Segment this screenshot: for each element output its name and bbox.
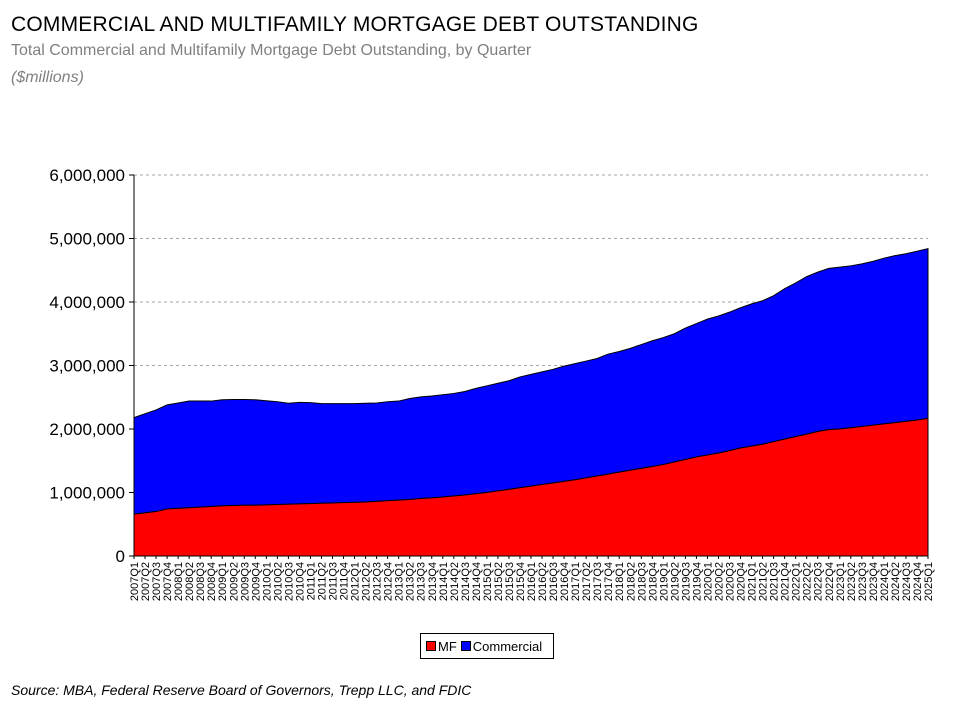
x-tick-label: 2012Q4 — [383, 562, 395, 601]
x-tick-label: 2014Q3 — [460, 562, 472, 601]
x-tick-label: 2023Q2 — [846, 562, 858, 601]
x-tick-label: 2017Q4 — [603, 562, 615, 601]
legend-label-commercial: Commercial — [472, 638, 543, 654]
x-tick-label: 2018Q4 — [647, 562, 659, 601]
x-tick-label: 2012Q3 — [372, 562, 384, 601]
x-tick-label: 2009Q4 — [250, 562, 262, 601]
x-tick-label: 2021Q1 — [747, 562, 759, 601]
legend-swatch-mf — [426, 641, 436, 651]
x-tick-label: 2008Q1 — [173, 562, 185, 601]
x-tick-label: 2016Q1 — [526, 562, 538, 601]
x-tick-label: 2022Q3 — [813, 562, 825, 601]
chart-units: ($millions) — [11, 69, 84, 86]
x-tick-label: 2015Q3 — [504, 562, 516, 601]
x-tick-label: 2010Q1 — [261, 562, 273, 601]
x-tick-label: 2018Q3 — [636, 562, 648, 601]
x-tick-label: 2016Q4 — [559, 562, 571, 601]
x-tick-label: 2007Q1 — [129, 562, 141, 601]
series-area-mf — [133, 417, 929, 557]
x-tick-label: 2010Q4 — [294, 562, 306, 601]
x-tick-label: 2013Q2 — [405, 562, 417, 601]
x-tick-label: 2021Q3 — [769, 562, 781, 601]
x-tick-label: 2015Q2 — [493, 562, 505, 601]
x-tick-label: 2018Q2 — [625, 562, 637, 601]
source-note: Source: MBA, Federal Reserve Board of Go… — [11, 682, 472, 698]
x-tick-label: 2020Q2 — [713, 562, 725, 601]
x-tick-label: 2023Q4 — [868, 562, 880, 601]
y-tick-label: 5,000,000 — [49, 230, 125, 249]
y-tick-label: 2,000,000 — [49, 420, 125, 439]
chart-legend: MF Commercial — [420, 633, 554, 659]
chart-subtitle: Total Commercial and Multifamily Mortgag… — [11, 42, 532, 59]
y-tick-label: 6,000,000 — [49, 166, 125, 185]
x-tick-label: 2018Q1 — [614, 562, 626, 601]
x-tick-label: 2022Q2 — [802, 562, 814, 601]
x-tick-label: 2010Q3 — [283, 562, 295, 601]
x-tick-label: 2022Q1 — [791, 562, 803, 601]
x-tick-label: 2014Q2 — [449, 562, 461, 601]
x-tick-label: 2011Q1 — [305, 562, 317, 600]
legend-swatch-commercial — [460, 641, 471, 651]
x-tick-label: 2022Q4 — [824, 562, 836, 601]
x-tick-label: 2016Q2 — [537, 562, 549, 601]
x-tick-label: 2020Q3 — [725, 562, 737, 601]
x-tick-label: 2016Q3 — [548, 562, 560, 601]
x-tick-label: 2014Q4 — [471, 562, 483, 601]
x-tick-label: 2024Q2 — [890, 562, 902, 601]
y-tick-label: 1,000,000 — [49, 484, 125, 503]
x-tick-label: 2024Q1 — [879, 562, 891, 601]
y-tick-label: 3,000,000 — [49, 357, 125, 376]
x-tick-label: 2009Q1 — [217, 562, 229, 601]
x-tick-label: 2008Q3 — [195, 562, 207, 601]
x-tick-label: 2023Q1 — [835, 562, 847, 601]
x-tick-label: 2017Q1 — [570, 562, 582, 601]
x-tick-label: 2021Q2 — [758, 562, 770, 601]
x-tick-label: 2011Q2 — [316, 562, 328, 600]
x-tick-label: 2024Q3 — [901, 562, 913, 601]
x-tick-label: 2025Q1 — [923, 562, 935, 601]
x-tick-label: 2008Q2 — [184, 562, 196, 601]
legend-item-mf: MF — [426, 639, 457, 654]
x-tick-label: 2019Q1 — [658, 562, 670, 601]
x-tick-label: 2008Q4 — [206, 562, 218, 601]
legend-label-mf: MF — [438, 638, 457, 654]
x-tick-label: 2015Q1 — [482, 562, 494, 601]
x-tick-label: 2023Q3 — [857, 562, 869, 601]
x-tick-label: 2019Q2 — [669, 562, 681, 601]
x-tick-label: 2015Q4 — [515, 562, 527, 601]
x-tick-label: 2012Q1 — [350, 562, 362, 601]
x-tick-label: 2013Q3 — [416, 562, 428, 601]
x-tick-label: 2007Q2 — [140, 562, 152, 601]
x-tick-label: 2013Q1 — [394, 562, 406, 601]
x-tick-label: 2024Q4 — [912, 562, 924, 601]
chart-title: COMMERCIAL AND MULTIFAMILY MORTGAGE DEBT… — [11, 13, 699, 36]
y-tick-label: 4,000,000 — [49, 293, 125, 312]
x-tick-label: 2019Q3 — [680, 562, 692, 601]
x-tick-label: 2007Q4 — [162, 562, 174, 601]
x-tick-label: 2017Q3 — [592, 562, 604, 601]
x-tick-label: 2009Q2 — [228, 562, 240, 601]
x-tick-label: 2019Q4 — [691, 562, 703, 601]
x-tick-label: 2011Q3 — [328, 562, 340, 600]
x-tick-label: 2007Q3 — [151, 562, 163, 601]
x-tick-label: 2017Q2 — [581, 562, 593, 601]
x-tick-label: 2020Q4 — [736, 562, 748, 601]
x-tick-label: 2021Q4 — [780, 562, 792, 601]
x-tick-label: 2012Q2 — [361, 562, 373, 601]
x-tick-label: 2011Q4 — [339, 562, 351, 600]
y-tick-label: 0 — [116, 547, 125, 566]
x-tick-label: 2020Q1 — [702, 562, 714, 601]
x-tick-label: 2009Q3 — [239, 562, 251, 601]
legend-item-commercial: Commercial — [460, 638, 543, 654]
x-tick-label: 2010Q2 — [272, 562, 284, 601]
x-tick-label: 2013Q4 — [427, 562, 439, 601]
x-tick-label: 2014Q1 — [438, 562, 450, 601]
